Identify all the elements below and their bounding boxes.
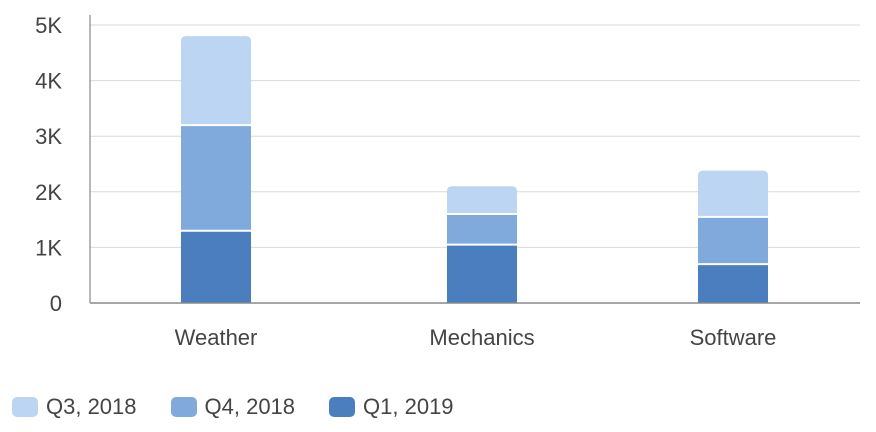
x-tick-label: Software: [690, 325, 777, 350]
bars: [181, 36, 768, 303]
legend-swatch: [329, 397, 356, 417]
tick-labels: 0 1K 2K 3K 4K 5K Weather Mechanics Software: [35, 13, 776, 350]
bar-segment: [181, 230, 251, 303]
bar-segment: [181, 125, 251, 232]
x-tick-label: Mechanics: [429, 325, 534, 350]
legend-item-q3-2018: Q3, 2018: [12, 394, 137, 420]
bar-segment: [447, 214, 517, 246]
bar-segment: [698, 170, 768, 218]
legend-item-q4-2018: Q4, 2018: [170, 394, 296, 420]
legend-label: Q1, 2019: [363, 394, 454, 419]
bar-segment: [698, 216, 768, 266]
y-tick-label: 3K: [35, 124, 62, 149]
legend-label: Q4, 2018: [204, 394, 296, 419]
y-tick-label: 5K: [35, 13, 62, 38]
y-tick-label: 4K: [35, 69, 62, 94]
bar-segment: [447, 244, 517, 303]
legend-swatch: [12, 397, 38, 417]
legend: Q3, 2018 Q4, 2018 Q1, 2019: [12, 394, 454, 420]
legend-item-q1-2019: Q1, 2019: [329, 394, 454, 420]
bar-segment: [447, 186, 517, 216]
y-tick-label: 1K: [35, 235, 62, 260]
x-tick-label: Weather: [175, 325, 258, 350]
legend-label: Q3, 2018: [46, 394, 137, 419]
bar-segment: [698, 264, 768, 303]
bar-segment: [181, 36, 251, 127]
legend-swatch: [170, 397, 197, 417]
y-tick-label: 2K: [35, 180, 62, 205]
axes: [89, 15, 860, 304]
y-tick-label: 0: [50, 291, 62, 316]
